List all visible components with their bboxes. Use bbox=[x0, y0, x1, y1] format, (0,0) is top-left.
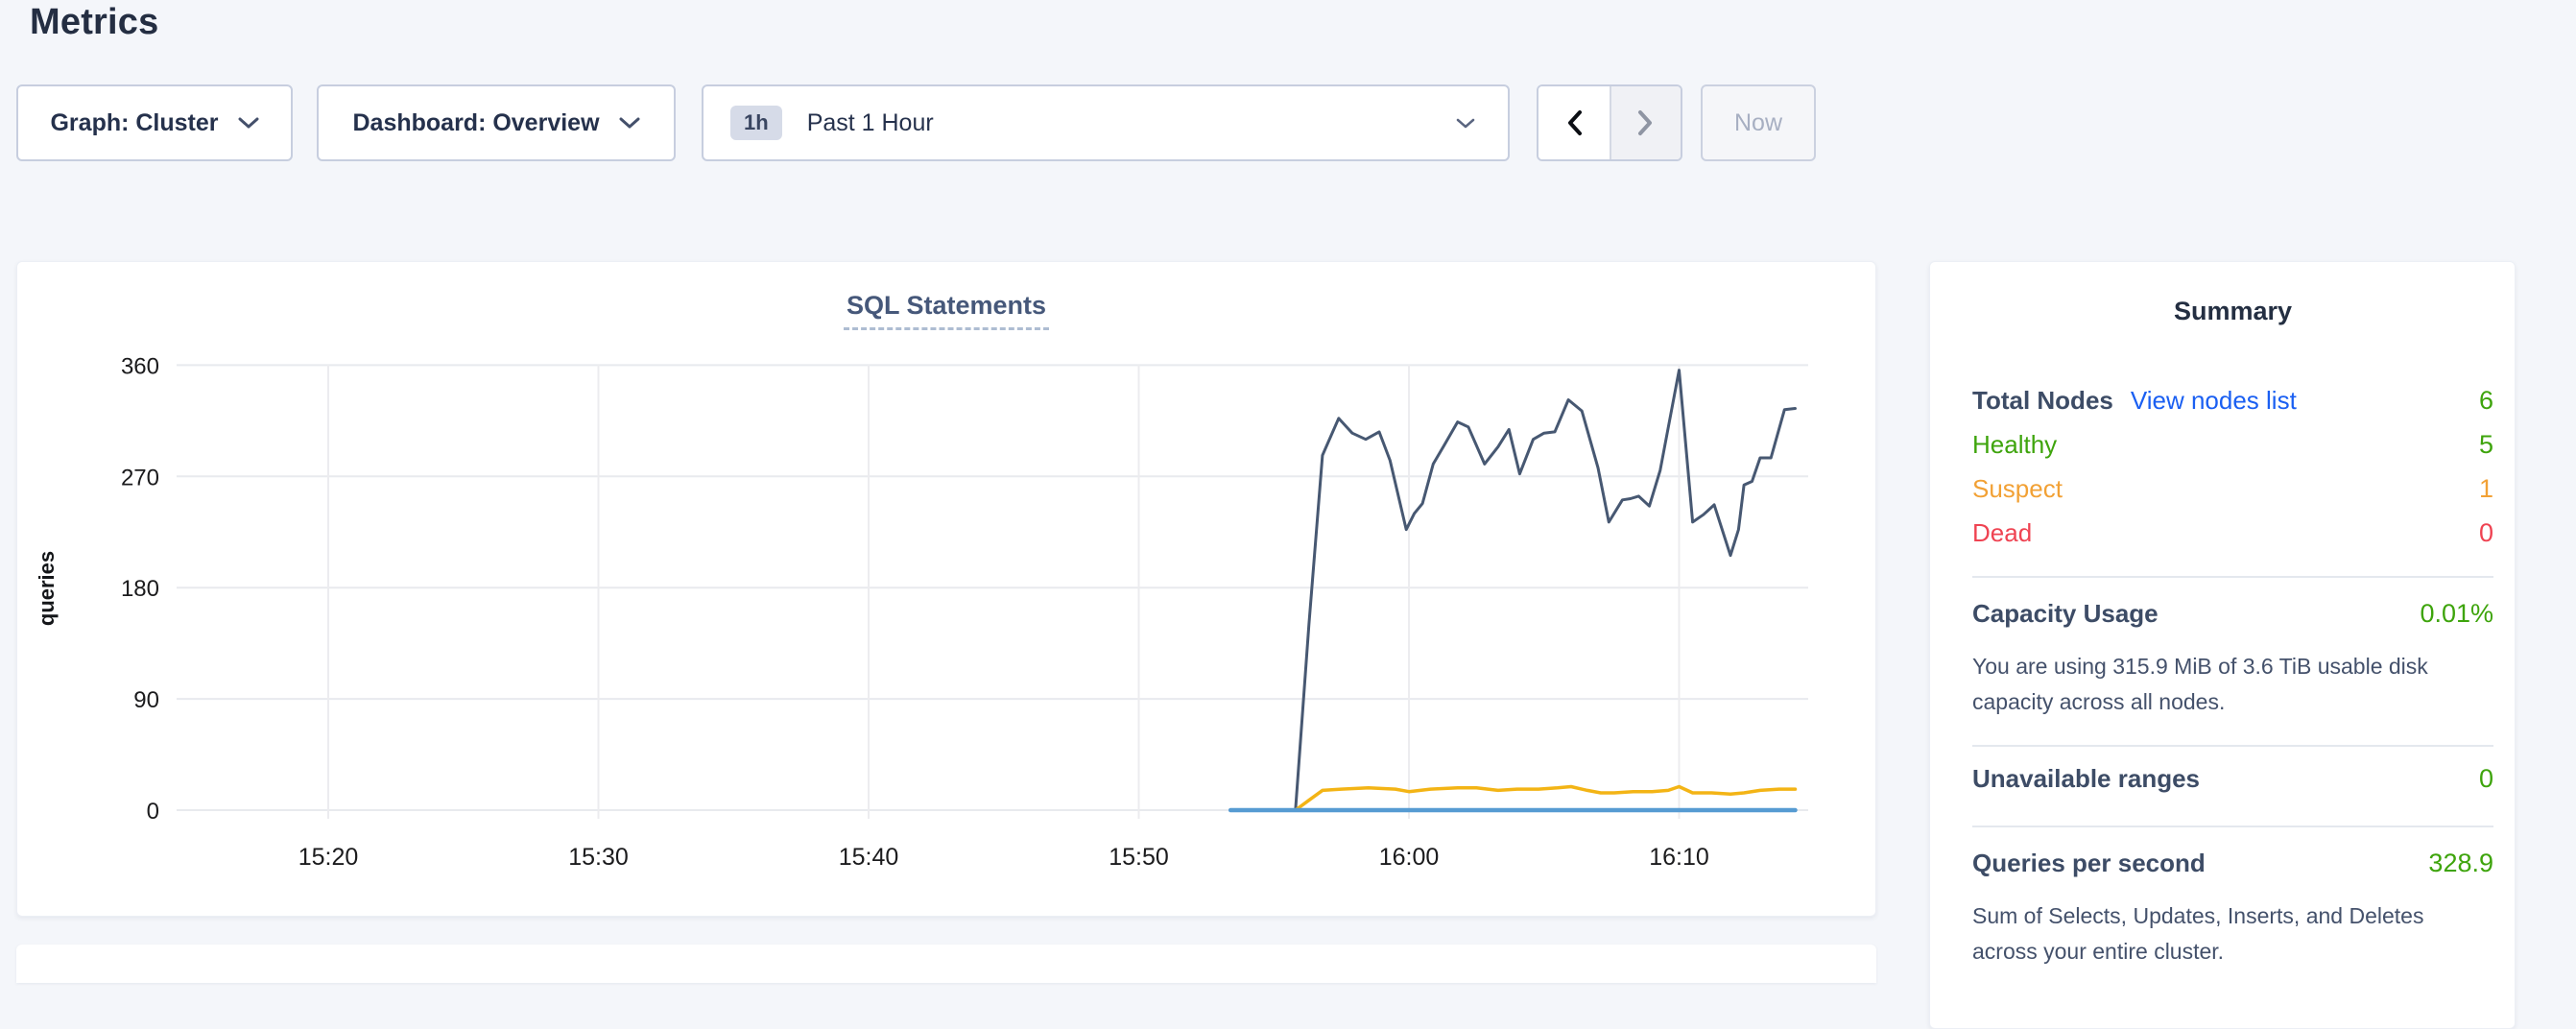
next-chart-card-edge bbox=[16, 945, 1876, 983]
svg-text:360: 360 bbox=[121, 353, 159, 379]
capacity-description: You are using 315.9 MiB of 3.6 TiB usabl… bbox=[1972, 654, 2428, 714]
next-timeframe-button[interactable] bbox=[1610, 86, 1681, 159]
svg-text:15:20: 15:20 bbox=[298, 844, 359, 871]
total-nodes-label: Total Nodes bbox=[1972, 386, 2113, 415]
suspect-nodes-row: Suspect 1 bbox=[1972, 474, 2493, 518]
time-window-badge: 1h bbox=[730, 106, 782, 140]
graph-dropdown[interactable]: Graph: Cluster bbox=[16, 84, 293, 161]
view-nodes-list-link[interactable]: View nodes list bbox=[2130, 386, 2297, 415]
unavailable-ranges-value: 0 bbox=[2478, 764, 2493, 793]
capacity-section: Capacity Usage 0.01% You are using 315.9… bbox=[1972, 599, 2493, 720]
chevron-down-icon bbox=[238, 117, 259, 129]
svg-text:queries: queries bbox=[35, 551, 59, 626]
dashboard-dropdown[interactable]: Dashboard: Overview bbox=[317, 84, 676, 161]
svg-text:180: 180 bbox=[121, 576, 159, 602]
dead-nodes-row: Dead 0 bbox=[1972, 518, 2493, 562]
chevron-down-icon bbox=[619, 117, 640, 129]
healthy-label: Healthy bbox=[1972, 430, 2058, 459]
svg-text:90: 90 bbox=[133, 687, 159, 713]
prev-timeframe-button[interactable] bbox=[1538, 86, 1610, 159]
time-pager bbox=[1537, 84, 1682, 161]
summary-divider bbox=[1972, 745, 2493, 747]
summary-divider bbox=[1972, 826, 2493, 827]
dead-value: 0 bbox=[2478, 518, 2493, 547]
sql-statements-chart: 0 90 180 270 360 15:20 15:30 15:40 15:50 16:00 16:… bbox=[35, 353, 1808, 871]
summary-panel: Summary Total Nodes View nodes list 6 He… bbox=[1929, 261, 2516, 1029]
capacity-label: Capacity Usage bbox=[1972, 599, 2159, 628]
healthy-value: 5 bbox=[2478, 430, 2493, 459]
svg-text:0: 0 bbox=[147, 799, 159, 825]
time-window-label: Past 1 Hour bbox=[806, 108, 934, 136]
page-title: Metrics bbox=[30, 2, 159, 42]
qps-value: 328.9 bbox=[2428, 849, 2493, 877]
chart-title-row: SQL Statements bbox=[17, 291, 1875, 330]
healthy-nodes-row: Healthy 5 bbox=[1972, 430, 2493, 474]
capacity-value: 0.01% bbox=[2420, 599, 2493, 628]
unavailable-ranges-label: Unavailable ranges bbox=[1972, 764, 2200, 793]
total-nodes-value: 6 bbox=[2478, 386, 2493, 415]
unavailable-ranges-section: Unavailable ranges 0 bbox=[1972, 764, 2493, 808]
suspect-label: Suspect bbox=[1972, 474, 2063, 503]
chevron-left-icon bbox=[1568, 110, 1582, 135]
summary-divider bbox=[1972, 576, 2493, 578]
svg-text:16:10: 16:10 bbox=[1649, 844, 1709, 871]
dead-label: Dead bbox=[1972, 518, 2033, 547]
dashboard-dropdown-label: Dashboard: Overview bbox=[352, 108, 600, 136]
chevron-right-icon bbox=[1638, 110, 1652, 135]
now-button[interactable]: Now bbox=[1701, 84, 1816, 161]
sql-statements-chart-card: SQL Statements 0 90 180 270 360 15:20 15:30 15:… bbox=[16, 261, 1876, 917]
svg-text:15:30: 15:30 bbox=[568, 844, 629, 871]
chart-title[interactable]: SQL Statements bbox=[843, 291, 1050, 330]
graph-dropdown-label: Graph: Cluster bbox=[50, 108, 219, 136]
total-nodes-row: Total Nodes View nodes list 6 bbox=[1972, 386, 2493, 430]
suspect-value: 1 bbox=[2478, 474, 2493, 503]
svg-text:270: 270 bbox=[121, 465, 159, 491]
chevron-down-icon bbox=[1456, 118, 1475, 128]
qps-description: Sum of Selects, Updates, Inserts, and De… bbox=[1972, 903, 2424, 964]
svg-text:16:00: 16:00 bbox=[1379, 844, 1440, 871]
time-window-selector[interactable]: 1h Past 1 Hour bbox=[702, 84, 1510, 161]
qps-label: Queries per second bbox=[1972, 849, 2206, 877]
svg-text:15:50: 15:50 bbox=[1109, 844, 1169, 871]
summary-title: Summary bbox=[2173, 297, 2293, 325]
svg-text:15:40: 15:40 bbox=[839, 844, 899, 871]
qps-section: Queries per second 328.9 Sum of Selects,… bbox=[1972, 849, 2493, 969]
